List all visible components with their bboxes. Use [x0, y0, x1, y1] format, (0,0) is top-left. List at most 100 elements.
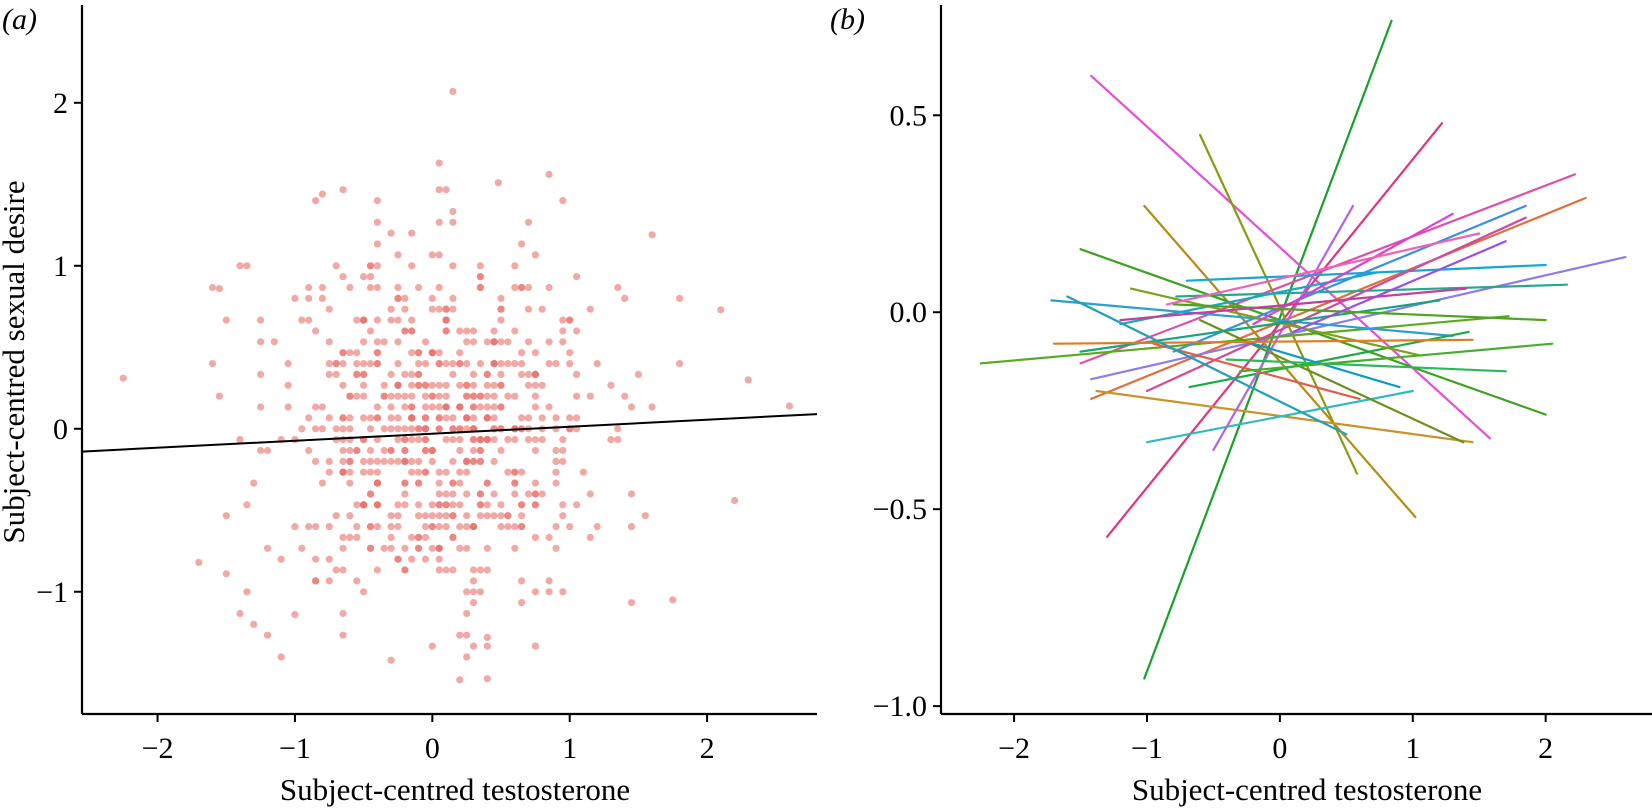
data-point [511, 360, 519, 368]
data-point [442, 414, 450, 422]
data-point [353, 577, 361, 585]
data-point [415, 381, 423, 389]
data-point [531, 381, 540, 389]
data-point [257, 403, 265, 411]
data-point [284, 403, 292, 411]
data-point [435, 186, 443, 194]
data-point [312, 403, 320, 411]
data-point [435, 283, 443, 292]
data-point [394, 360, 402, 368]
data-point [627, 490, 636, 498]
data-point [373, 316, 381, 324]
data-point [717, 306, 725, 314]
data-point [490, 338, 498, 346]
data-point [518, 349, 526, 357]
y-axis-ticks: −1 0 1 2 [36, 87, 82, 609]
data-point [566, 523, 574, 531]
data-point [469, 370, 478, 378]
data-point [415, 283, 423, 292]
data-point [250, 479, 258, 487]
data-point [504, 523, 512, 531]
data-point [421, 446, 430, 455]
data-point [566, 349, 574, 357]
data-point [641, 512, 649, 520]
data-point [676, 360, 684, 368]
data-point [346, 425, 354, 433]
data-point [449, 501, 457, 509]
data-point [518, 240, 526, 248]
data-point [401, 403, 409, 411]
data-point [339, 566, 347, 574]
data-point [428, 349, 436, 357]
data-point [312, 457, 320, 465]
data-point [566, 316, 574, 324]
data-point [305, 294, 313, 302]
data-point [731, 496, 739, 505]
data-point [312, 523, 320, 531]
data-point [421, 468, 430, 476]
data-point [339, 186, 347, 194]
data-point [435, 544, 443, 552]
data-point [614, 436, 622, 444]
data-point [366, 446, 375, 455]
data-point [435, 381, 443, 389]
data-point [387, 512, 395, 520]
y-tick-label: 0.0 [890, 296, 928, 329]
data-point [373, 240, 381, 248]
data-point [408, 457, 416, 465]
data-point [469, 577, 478, 585]
data-point [312, 555, 320, 563]
data-point [360, 370, 368, 378]
data-point [511, 468, 519, 476]
data-point [463, 381, 471, 389]
data-point [463, 523, 471, 531]
data-point [387, 316, 395, 324]
data-point [401, 305, 409, 313]
data-point [366, 457, 375, 465]
data-point [463, 609, 471, 618]
subject-line-34 [1066, 295, 1348, 436]
data-point [531, 588, 540, 596]
data-point [284, 381, 292, 389]
data-point [373, 479, 381, 487]
data-point [449, 566, 457, 574]
data-point [463, 327, 471, 335]
data-point [394, 436, 402, 444]
data-point [552, 479, 560, 487]
data-point [476, 436, 484, 444]
data-point [435, 512, 443, 520]
data-point [318, 403, 326, 411]
data-point [469, 588, 478, 596]
data-point [408, 425, 416, 433]
data-point [573, 501, 581, 509]
data-point [428, 523, 436, 531]
data-point [387, 544, 395, 552]
data-point [373, 436, 381, 444]
y-tick-label: 0.5 [890, 99, 928, 132]
data-point [579, 468, 588, 476]
data-point [531, 251, 540, 259]
data-point [318, 479, 326, 487]
data-point [511, 490, 519, 498]
data-point [435, 425, 443, 433]
data-point [573, 327, 581, 335]
subject-line-27 [1172, 303, 1547, 322]
data-point [373, 218, 381, 226]
data-point [387, 446, 395, 455]
data-point [353, 349, 361, 357]
subject-line-10 [1175, 283, 1569, 298]
data-point [483, 544, 491, 552]
data-point [531, 403, 540, 411]
data-point [504, 468, 512, 476]
data-point [456, 381, 464, 389]
data-point [511, 523, 519, 531]
data-point [573, 392, 581, 400]
subject-line-19 [1145, 216, 1527, 393]
data-point [497, 512, 505, 520]
data-point [442, 566, 450, 574]
data-point [442, 512, 450, 520]
data-point [573, 273, 581, 281]
data-point [373, 501, 381, 509]
data-point [476, 273, 484, 281]
data-point [339, 533, 347, 542]
